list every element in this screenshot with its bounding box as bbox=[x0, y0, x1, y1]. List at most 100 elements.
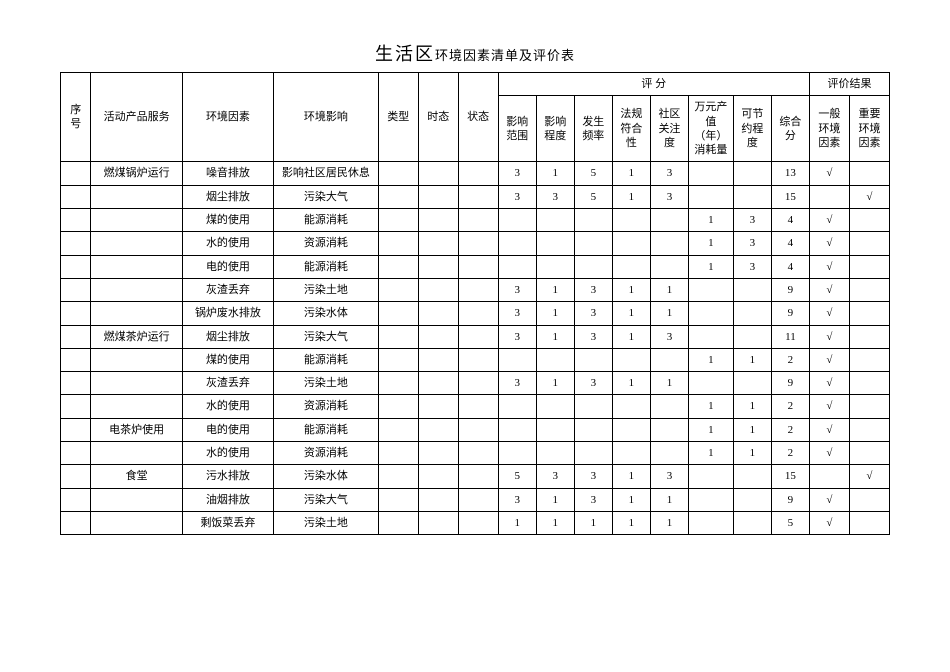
table-cell: 污染土地 bbox=[274, 511, 379, 534]
table-cell bbox=[458, 395, 498, 418]
table-cell: 9 bbox=[771, 488, 809, 511]
th-r2: 重要环境因素 bbox=[849, 96, 889, 162]
table-cell: 污染水体 bbox=[274, 302, 379, 325]
table-cell: 1 bbox=[733, 348, 771, 371]
table-cell bbox=[498, 395, 536, 418]
table-cell: √ bbox=[809, 209, 849, 232]
table-cell: 能源消耗 bbox=[274, 418, 379, 441]
table-cell: 3 bbox=[574, 325, 612, 348]
table-row: 灰渣丢弃污染土地313119√ bbox=[61, 278, 890, 301]
table-cell bbox=[688, 302, 733, 325]
table-body: 燃煤锅炉运行噪音排放影响社区居民休息3151313√烟尘排放污染大气335131… bbox=[61, 162, 890, 535]
table-cell: √ bbox=[849, 185, 889, 208]
table-cell: 3 bbox=[574, 302, 612, 325]
table-cell: 1 bbox=[612, 325, 650, 348]
table-cell: 2 bbox=[771, 442, 809, 465]
table-cell bbox=[809, 185, 849, 208]
table-cell: 4 bbox=[771, 232, 809, 255]
table-cell bbox=[61, 302, 91, 325]
table-cell bbox=[61, 511, 91, 534]
table-row: 烟尘排放污染大气3351315√ bbox=[61, 185, 890, 208]
table-cell bbox=[574, 418, 612, 441]
table-cell bbox=[458, 255, 498, 278]
table-cell: 3 bbox=[733, 255, 771, 278]
table-row: 锅炉废水排放污染水体313119√ bbox=[61, 302, 890, 325]
page-title: 生活区环境因素清单及评价表 bbox=[60, 40, 890, 66]
table-cell bbox=[574, 442, 612, 465]
table-cell bbox=[458, 442, 498, 465]
table-cell: 2 bbox=[771, 395, 809, 418]
table-cell: √ bbox=[809, 511, 849, 534]
table-cell: 1 bbox=[688, 232, 733, 255]
table-cell: 能源消耗 bbox=[274, 348, 379, 371]
table-cell: 15 bbox=[771, 465, 809, 488]
table-cell: 9 bbox=[771, 302, 809, 325]
table-cell bbox=[849, 442, 889, 465]
table-cell bbox=[733, 302, 771, 325]
table-row: 燃煤锅炉运行噪音排放影响社区居民休息3151313√ bbox=[61, 162, 890, 185]
table-cell bbox=[849, 278, 889, 301]
table-cell bbox=[91, 372, 182, 395]
th-s1: 影响范围 bbox=[498, 96, 536, 162]
table-cell: 2 bbox=[771, 418, 809, 441]
table-cell: 煤的使用 bbox=[182, 209, 273, 232]
table-cell bbox=[378, 255, 418, 278]
table-cell bbox=[61, 278, 91, 301]
table-cell: 资源消耗 bbox=[274, 395, 379, 418]
th-seq: 序号 bbox=[61, 73, 91, 162]
table-cell bbox=[458, 185, 498, 208]
table-cell bbox=[61, 209, 91, 232]
table-cell: √ bbox=[809, 162, 849, 185]
title-sub: 环境因素清单及评价表 bbox=[435, 48, 575, 63]
table-cell bbox=[650, 442, 688, 465]
table-cell: 13 bbox=[771, 162, 809, 185]
table-cell: 4 bbox=[771, 209, 809, 232]
table-cell: 1 bbox=[688, 418, 733, 441]
table-cell: 3 bbox=[733, 232, 771, 255]
table-cell: √ bbox=[809, 302, 849, 325]
table-cell bbox=[378, 465, 418, 488]
table-cell bbox=[849, 325, 889, 348]
table-cell: 1 bbox=[612, 185, 650, 208]
table-cell bbox=[91, 302, 182, 325]
table-cell bbox=[418, 232, 458, 255]
table-cell: 3 bbox=[498, 162, 536, 185]
table-cell bbox=[650, 395, 688, 418]
table-cell: 资源消耗 bbox=[274, 232, 379, 255]
table-cell bbox=[378, 185, 418, 208]
table-cell: 5 bbox=[771, 511, 809, 534]
table-cell: 噪音排放 bbox=[182, 162, 273, 185]
table-cell bbox=[574, 255, 612, 278]
table-cell bbox=[61, 395, 91, 418]
table-cell: 资源消耗 bbox=[274, 442, 379, 465]
table-cell: 1 bbox=[612, 278, 650, 301]
table-cell bbox=[536, 442, 574, 465]
table-cell: 水的使用 bbox=[182, 395, 273, 418]
table-cell: 污染土地 bbox=[274, 372, 379, 395]
table-cell: 能源消耗 bbox=[274, 209, 379, 232]
table-cell bbox=[458, 278, 498, 301]
table-cell: 5 bbox=[498, 465, 536, 488]
table-cell bbox=[574, 209, 612, 232]
table-cell bbox=[418, 348, 458, 371]
table-cell: 9 bbox=[771, 372, 809, 395]
table-cell: 3 bbox=[650, 162, 688, 185]
table-cell bbox=[733, 372, 771, 395]
table-row: 煤的使用能源消耗134√ bbox=[61, 209, 890, 232]
table-cell bbox=[458, 418, 498, 441]
table-cell bbox=[574, 348, 612, 371]
table-row: 油烟排放污染大气313119√ bbox=[61, 488, 890, 511]
table-cell bbox=[849, 348, 889, 371]
table-row: 电茶炉使用电的使用能源消耗112√ bbox=[61, 418, 890, 441]
table-cell: 3 bbox=[498, 488, 536, 511]
table-cell bbox=[378, 511, 418, 534]
table-cell: 1 bbox=[574, 511, 612, 534]
table-cell bbox=[61, 465, 91, 488]
table-cell bbox=[612, 395, 650, 418]
th-s5: 社区关注度 bbox=[650, 96, 688, 162]
table-cell: 3 bbox=[498, 372, 536, 395]
table-cell bbox=[418, 185, 458, 208]
th-s8: 综合分 bbox=[771, 96, 809, 162]
th-r1: 一般环境因素 bbox=[809, 96, 849, 162]
th-s6: 万元产值（年）消耗量 bbox=[688, 96, 733, 162]
